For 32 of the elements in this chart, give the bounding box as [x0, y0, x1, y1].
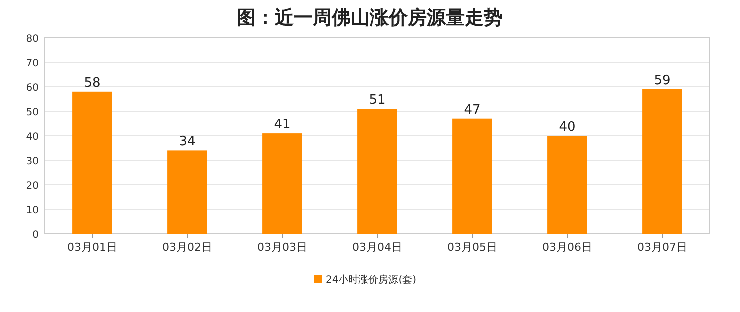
bar: [548, 136, 588, 234]
legend-label: 24小时涨价房源(套): [326, 274, 417, 286]
data-label: 47: [464, 102, 481, 118]
data-label: 59: [654, 73, 671, 88]
y-tick-label: 70: [26, 58, 39, 70]
data-label: 51: [369, 93, 386, 108]
y-tick-label: 60: [26, 83, 39, 94]
bar: [72, 92, 112, 234]
y-tick-label: 10: [26, 206, 39, 216]
bar: [262, 134, 302, 234]
x-tick-label: 03月03日: [258, 241, 308, 254]
y-tick-label: 50: [26, 108, 39, 118]
data-label: 58: [84, 76, 101, 91]
x-tick-label: 03月06日: [542, 241, 592, 254]
y-tick-label: 0: [32, 230, 39, 241]
y-tick-label: 80: [26, 34, 39, 45]
data-label: 34: [179, 134, 196, 150]
data-label: 40: [559, 120, 576, 135]
x-tick-label: 03月01日: [68, 241, 118, 254]
x-tick-label: 03月04日: [352, 241, 402, 254]
data-label: 41: [274, 118, 291, 133]
bar: [168, 150, 208, 234]
chart-title: 图：近一周佛山涨价房源量走势: [237, 7, 503, 29]
x-tick-label: 03月07日: [638, 241, 688, 254]
bar: [358, 109, 398, 234]
y-tick-label: 40: [26, 132, 39, 143]
x-tick-label: 03月02日: [162, 241, 212, 254]
y-tick-label: 20: [26, 181, 39, 192]
bar: [452, 118, 492, 234]
bar: [642, 89, 682, 234]
x-tick-label: 03月05日: [448, 241, 498, 254]
y-tick-label: 30: [26, 156, 39, 168]
